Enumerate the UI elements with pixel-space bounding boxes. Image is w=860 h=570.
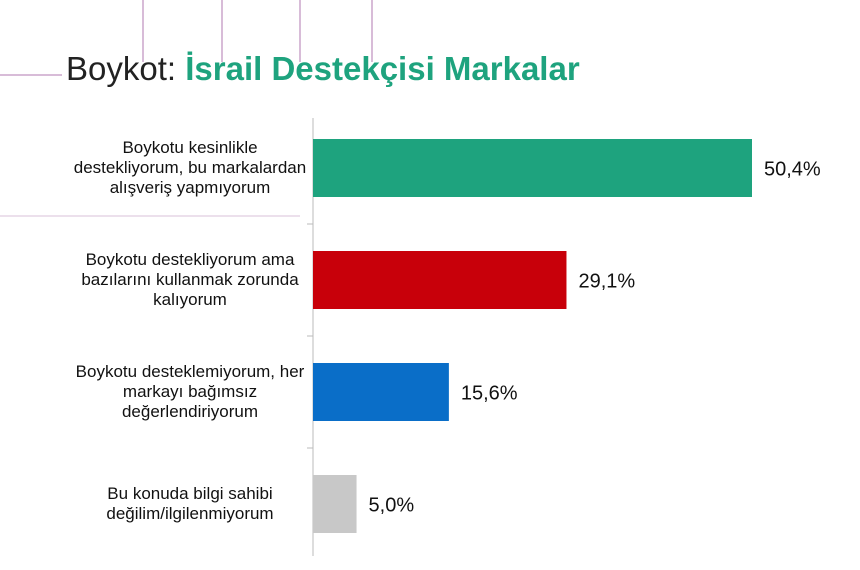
decoration — [0, 0, 373, 217]
value-label: 29,1% — [578, 270, 635, 292]
chart-title: Boykot: İsrail Destekçisi Markalar — [66, 50, 580, 88]
category-label: Boykotu destekliyorum ama bazılarını kul… — [81, 250, 299, 309]
bar — [313, 139, 752, 197]
title-main: Boykot: — [66, 50, 177, 87]
category-label: Boykotu kesinlikle destekliyorum, bu mar… — [73, 138, 307, 197]
title-highlight: İsrail Destekçisi Markalar — [185, 50, 580, 87]
bar — [313, 251, 567, 309]
value-label: 5,0% — [369, 494, 415, 516]
bar — [313, 475, 357, 533]
value-label: 15,6% — [461, 382, 518, 404]
category-label: Bu konuda bilgi sahibi değilim/ilgilenmi… — [106, 484, 274, 523]
category-label: Boykotu desteklemiyorum, her markayı bağ… — [75, 362, 305, 421]
bar — [313, 363, 449, 421]
value-label: 50,4% — [764, 158, 821, 180]
